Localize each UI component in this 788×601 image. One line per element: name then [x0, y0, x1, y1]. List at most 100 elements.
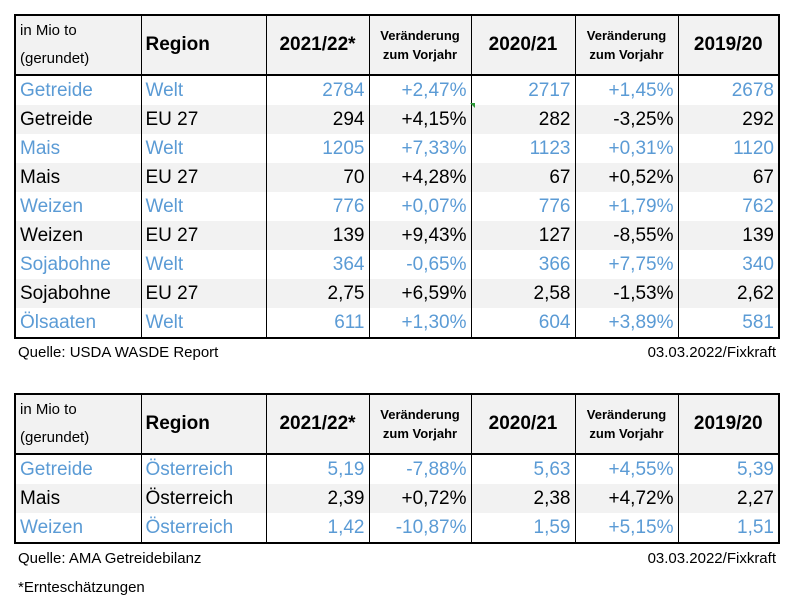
- value-2021-22-cell: 611: [265, 308, 369, 339]
- year-2021-22-header: 2021/22*: [265, 14, 369, 76]
- region-header-cell: Region: [140, 393, 266, 455]
- table-row: Mais Welt 1205 +7,33% 1123 +0,31% 1120: [14, 134, 780, 163]
- value-2021-22-cell: 2,39: [265, 484, 369, 513]
- table-row: Getreide EU 27 294 +4,15% 282 -3,25% 292: [14, 105, 780, 134]
- value-2020-21-cell: 1123: [470, 134, 575, 163]
- value-2020-21-cell: 366: [470, 250, 575, 279]
- value-2021-22-cell: 776: [265, 192, 369, 221]
- region-cell: Welt: [140, 192, 266, 221]
- production-table-world-eu: in Mio to (gerundet) Region 2021/22* Verä…: [14, 14, 780, 339]
- crop-cell: Mais: [14, 163, 141, 192]
- crop-cell: Weizen: [14, 221, 141, 250]
- change-2-cell: +0,52%: [574, 163, 678, 192]
- change-1-cell: +1,30%: [368, 308, 471, 339]
- value-2019-20-cell: 1,51: [677, 513, 780, 544]
- year-2021-22-header: 2021/22*: [265, 393, 369, 455]
- table-row: Weizen EU 27 139 +9,43% 127 -8,55% 139: [14, 221, 780, 250]
- value-2020-21-cell: 67: [470, 163, 575, 192]
- year-2019-20-header: 2019/20: [677, 393, 780, 455]
- value-2019-20-cell: 340: [677, 250, 780, 279]
- table-header-row: in Mio to (gerundet) Region 2021/22* Verä…: [14, 393, 780, 455]
- change-2-cell: +1,45%: [574, 75, 678, 105]
- change-2-cell: +5,15%: [574, 513, 678, 544]
- value-2020-21-cell: 2,58: [470, 279, 575, 308]
- change-2-cell: -8,55%: [574, 221, 678, 250]
- table-row: Getreide Österreich 5,19 -7,88% 5,63 +4,55% 5,…: [14, 454, 780, 484]
- table-row: Sojabohne EU 27 2,75 +6,59% 2,58 -1,53% 2,62: [14, 279, 780, 308]
- date-note-2: 03.03.2022/Fixkraft: [647, 550, 776, 567]
- value-2019-20-cell: 2,27: [677, 484, 780, 513]
- value-2021-22-cell: 1205: [265, 134, 369, 163]
- source-note-2: Quelle: AMA Getreidebilanz: [18, 550, 202, 567]
- value-2020-21-cell: 776: [470, 192, 575, 221]
- change-1-cell: -7,88%: [368, 454, 471, 484]
- crop-cell: Getreide: [14, 105, 141, 134]
- change-header-2: Veränderung zum Vorjahr: [574, 393, 678, 455]
- value-2019-20-cell: 67: [677, 163, 780, 192]
- region-cell: Österreich: [140, 513, 266, 544]
- table-row: Mais Österreich 2,39 +0,72% 2,38 +4,72% 2,27: [14, 484, 780, 513]
- value-2020-21-cell: 127: [470, 221, 575, 250]
- change-2-cell: -1,53%: [574, 279, 678, 308]
- table-header-row: in Mio to (gerundet) Region 2021/22* Verä…: [14, 14, 780, 76]
- value-2020-21-cell: 5,63: [470, 454, 575, 484]
- change-header-2: Veränderung zum Vorjahr: [574, 14, 678, 76]
- year-2020-21-header: 2020/21: [470, 14, 575, 76]
- value-2019-20-cell: 581: [677, 308, 780, 339]
- crop-cell: Weizen: [14, 192, 141, 221]
- change-1-cell: +4,15%: [368, 105, 471, 134]
- year-2019-20-header: 2019/20: [677, 14, 780, 76]
- region-cell: EU 27: [140, 221, 266, 250]
- table-row: Ölsaaten Welt 611 +1,30% 604 +3,89% 581: [14, 308, 780, 339]
- change-2-cell: +4,55%: [574, 454, 678, 484]
- value-2019-20-cell: 1120: [677, 134, 780, 163]
- table-row: Sojabohne Welt 364 -0,65% 366 +7,75% 340: [14, 250, 780, 279]
- value-2021-22-cell: 294: [265, 105, 369, 134]
- comment-marker-icon: [470, 103, 475, 108]
- table-row: Getreide Welt 2784 +2,47% 2717 +1,45% 2678: [14, 75, 780, 105]
- change-2-cell: +7,75%: [574, 250, 678, 279]
- change-2-cell: +3,89%: [574, 308, 678, 339]
- unit-header-cell: in Mio to (gerundet): [14, 393, 141, 455]
- change-2-cell: +4,72%: [574, 484, 678, 513]
- value-2019-20-cell: 2,62: [677, 279, 780, 308]
- value-2021-22-cell: 1,42: [265, 513, 369, 544]
- source-note-1: Quelle: USDA WASDE Report: [18, 344, 219, 361]
- crop-cell: Mais: [14, 484, 141, 513]
- table-row: Weizen Österreich 1,42 -10,87% 1,59 +5,15% 1,5…: [14, 513, 780, 544]
- value-2019-20-cell: 2678: [677, 75, 780, 105]
- date-note-1: 03.03.2022/Fixkraft: [647, 344, 776, 361]
- crop-cell: Sojabohne: [14, 279, 141, 308]
- change-1-cell: +0,07%: [368, 192, 471, 221]
- value-2021-22-cell: 364: [265, 250, 369, 279]
- region-cell: Welt: [140, 134, 266, 163]
- region-cell: Welt: [140, 75, 266, 105]
- change-2-cell: +1,79%: [574, 192, 678, 221]
- value-2021-22-cell: 2,75: [265, 279, 369, 308]
- value-2020-21-cell: 2717: [470, 75, 575, 105]
- crop-cell: Mais: [14, 134, 141, 163]
- value-2021-22-cell: 70: [265, 163, 369, 192]
- region-cell: Österreich: [140, 454, 266, 484]
- change-1-cell: +2,47%: [368, 75, 471, 105]
- change-1-cell: +9,43%: [368, 221, 471, 250]
- crop-cell: Weizen: [14, 513, 141, 544]
- change-1-cell: +0,72%: [368, 484, 471, 513]
- value-2021-22-cell: 139: [265, 221, 369, 250]
- table-row: Weizen Welt 776 +0,07% 776 +1,79% 762: [14, 192, 780, 221]
- value-2020-21-cell: 282: [470, 105, 575, 134]
- footnote-estimates: *Ernteschätzungen: [18, 579, 145, 596]
- crop-cell: Ölsaaten: [14, 308, 141, 339]
- change-1-cell: -10,87%: [368, 513, 471, 544]
- value-2020-21-cell: 604: [470, 308, 575, 339]
- value-2019-20-cell: 292: [677, 105, 780, 134]
- value-2020-21-cell: 1,59: [470, 513, 575, 544]
- crop-cell: Getreide: [14, 75, 141, 105]
- table-row: Mais EU 27 70 +4,28% 67 +0,52% 67: [14, 163, 780, 192]
- crop-cell: Getreide: [14, 454, 141, 484]
- change-header-1: Veränderung zum Vorjahr: [368, 393, 471, 455]
- region-cell: EU 27: [140, 279, 266, 308]
- region-cell: Welt: [140, 250, 266, 279]
- change-1-cell: +6,59%: [368, 279, 471, 308]
- value-2021-22-cell: 5,19: [265, 454, 369, 484]
